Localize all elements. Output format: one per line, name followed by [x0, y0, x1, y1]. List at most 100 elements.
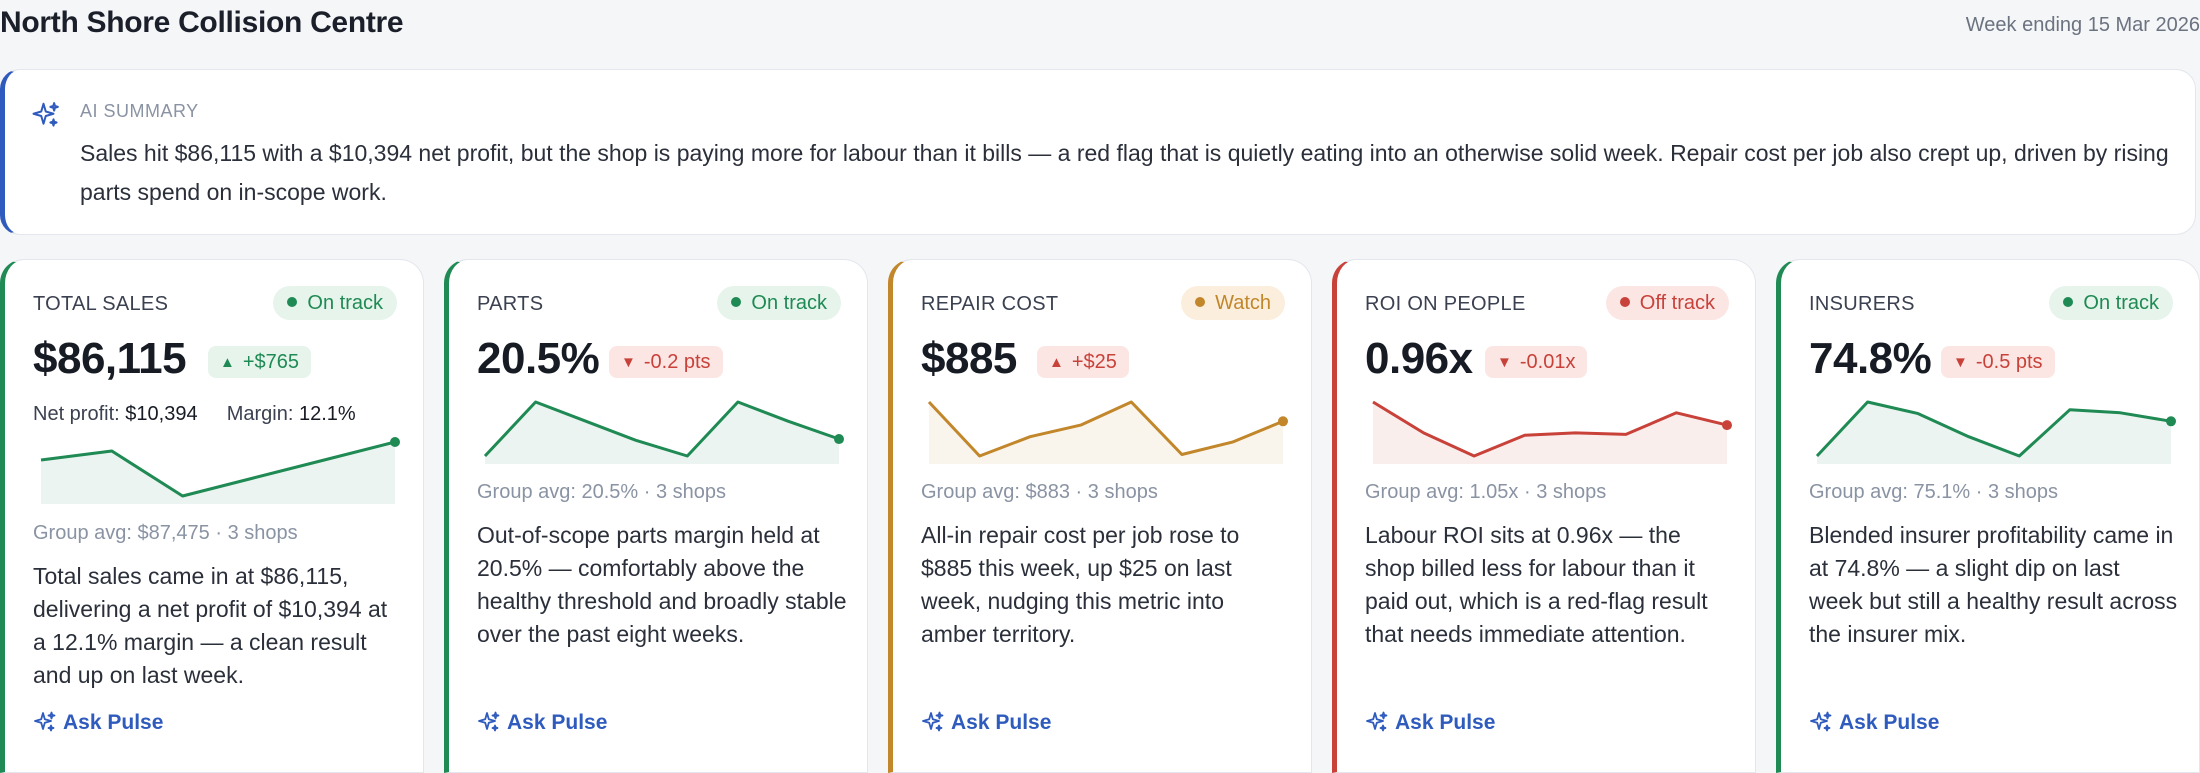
delta-value: -0.2 pts	[643, 351, 711, 373]
arrow-down-icon: ▼	[1953, 354, 1968, 371]
status-badge: On track	[273, 286, 397, 320]
status-dot-icon	[1195, 297, 1206, 307]
delta-badge: ▼ -0.5 pts	[1941, 346, 2055, 378]
card-title: ROI ON PEOPLE	[1365, 293, 1526, 315]
delta-value: +$25	[1071, 351, 1117, 373]
sparkline-last-point	[1278, 416, 1288, 427]
ask-pulse-button[interactable]: Ask Pulse	[1809, 710, 1939, 735]
delta-value: -0.01x	[1519, 351, 1576, 373]
sparkline-line	[927, 400, 1284, 458]
status-dot-icon	[731, 297, 742, 307]
net-profit-label: Net profit:	[33, 403, 120, 425]
trend-sparkline	[40, 437, 400, 504]
sparkle-icon	[922, 711, 944, 732]
sparkline-area	[485, 402, 839, 464]
sparkline-line	[1815, 400, 2172, 458]
profit-line: Net profit: $10,394 Margin: 12.1%	[33, 403, 356, 426]
group-average: Group avg: $883 · 3 shops	[921, 481, 1158, 503]
sparkline-area	[41, 442, 395, 504]
trend-sparkline	[927, 400, 1288, 464]
sparkle-icon	[34, 711, 56, 732]
group-average: Group avg: $87,475 · 3 shops	[33, 522, 298, 544]
margin-value: 12.1%	[298, 403, 356, 425]
status-dot-icon	[287, 297, 298, 307]
ask-pulse-label: Ask Pulse	[507, 711, 608, 734]
ask-pulse-label: Ask Pulse	[1839, 711, 1940, 734]
sparkline-area	[1373, 402, 1727, 464]
status-badge: Off track	[1605, 286, 1729, 320]
sparkle-icon	[1810, 711, 1832, 732]
sparkline-area	[1817, 402, 2171, 464]
kpi-card-total-sales[interactable]: TOTAL SALES On track $86,115 ▲ +$765 Net …	[0, 259, 424, 773]
trend-sparkline	[483, 400, 844, 464]
status-label: On track	[307, 292, 383, 314]
ask-pulse-label: Ask Pulse	[63, 711, 164, 734]
status-label: Watch	[1215, 292, 1271, 314]
card-description: Labour ROI sits at 0.96x — the shop bill…	[1365, 522, 1708, 647]
sparkline-last-point	[2166, 416, 2176, 427]
sparkle-icon	[32, 102, 59, 127]
ask-pulse-button[interactable]: Ask Pulse	[1365, 710, 1495, 735]
delta-badge: ▼ -0.2 pts	[609, 346, 723, 378]
kpi-value: 20.5%	[477, 334, 600, 383]
status-dot-icon	[2063, 297, 2074, 307]
delta-badge: ▼ -0.01x	[1485, 346, 1588, 378]
group-average: Group avg: 1.05x · 3 shops	[1365, 481, 1607, 503]
sparkline-last-point	[390, 437, 400, 447]
delta-value: +$765	[242, 351, 300, 373]
sparkle-icon	[478, 711, 500, 732]
ask-pulse-button[interactable]: Ask Pulse	[33, 710, 163, 735]
delta-badge: ▲ +$25	[1037, 346, 1129, 378]
status-badge: On track	[2049, 286, 2173, 320]
arrow-down-icon: ▼	[1497, 354, 1512, 371]
card-title: PARTS	[477, 293, 544, 315]
trend-sparkline	[1372, 400, 1732, 464]
kpi-cards: TOTAL SALES On track $86,115 ▲ +$765 Net …	[0, 259, 2200, 773]
sparkline-line	[483, 400, 840, 458]
status-badge: On track	[717, 286, 841, 320]
card-description: All-in repair cost per job rose to $885 …	[921, 522, 1240, 647]
status-label: Off track	[1639, 292, 1715, 314]
sparkline-line	[1372, 400, 1728, 458]
delta-value: -0.5 pts	[1975, 351, 2043, 373]
kpi-card-insurers[interactable]: INSURERS On track 74.8% ▼ -0.5 pts Group …	[1776, 259, 2200, 773]
sparkle-icon	[1366, 711, 1388, 732]
group-average: Group avg: 20.5% · 3 shops	[477, 481, 727, 503]
kpi-value: 74.8%	[1809, 334, 1932, 383]
kpi-value: $885	[921, 334, 1017, 383]
ask-pulse-label: Ask Pulse	[1395, 711, 1496, 734]
net-profit-value: $10,394	[125, 403, 198, 425]
status-label: On track	[2083, 292, 2159, 314]
delta-badge: ▲ +$765	[208, 346, 312, 378]
page-header: North Shore Collision Centre Week ending…	[0, 0, 2200, 50]
trend-sparkline	[1815, 400, 2176, 464]
kpi-value: 0.96x	[1365, 334, 1473, 383]
arrow-up-icon: ▲	[220, 354, 235, 371]
status-label: On track	[751, 292, 827, 314]
card-title: TOTAL SALES	[33, 293, 169, 315]
sparkline-line	[40, 440, 396, 498]
ask-pulse-button[interactable]: Ask Pulse	[921, 710, 1051, 735]
ask-pulse-label: Ask Pulse	[951, 711, 1052, 734]
ask-pulse-button[interactable]: Ask Pulse	[477, 710, 607, 735]
card-description: Blended insurer profitability came in at…	[1809, 522, 2178, 647]
status-dot-icon	[1619, 297, 1630, 307]
sparkline-area	[929, 402, 1283, 464]
sparkline-last-point	[1722, 420, 1732, 431]
kpi-card-repair-cost[interactable]: REPAIR COST Watch $885 ▲ +$25 Group avg: …	[888, 259, 1312, 773]
margin-label: Margin:	[226, 403, 294, 425]
ai-summary-label: AI SUMMARY	[80, 101, 199, 121]
kpi-card-roi-on-people[interactable]: ROI ON PEOPLE Off track 0.96x ▼ -0.01x Gr…	[1332, 259, 1756, 773]
card-description: Total sales came in at $86,115, deliveri…	[33, 563, 388, 688]
kpi-card-parts[interactable]: PARTS On track 20.5% ▼ -0.2 pts Group avg…	[444, 259, 868, 773]
card-description: Out-of-scope parts margin held at 20.5% …	[477, 522, 847, 647]
arrow-down-icon: ▼	[621, 354, 636, 371]
arrow-up-icon: ▲	[1049, 354, 1064, 371]
card-title: INSURERS	[1809, 293, 1915, 315]
card-title: REPAIR COST	[921, 293, 1059, 315]
ai-summary-text: Sales hit $86,115 with a $10,394 net pro…	[80, 140, 2169, 205]
sparkline-last-point	[834, 434, 844, 445]
ai-summary-panel: AI SUMMARY Sales hit $86,115 with a $10,…	[0, 69, 2196, 235]
kpi-value: $86,115	[33, 334, 187, 383]
status-badge: Watch	[1181, 286, 1285, 320]
